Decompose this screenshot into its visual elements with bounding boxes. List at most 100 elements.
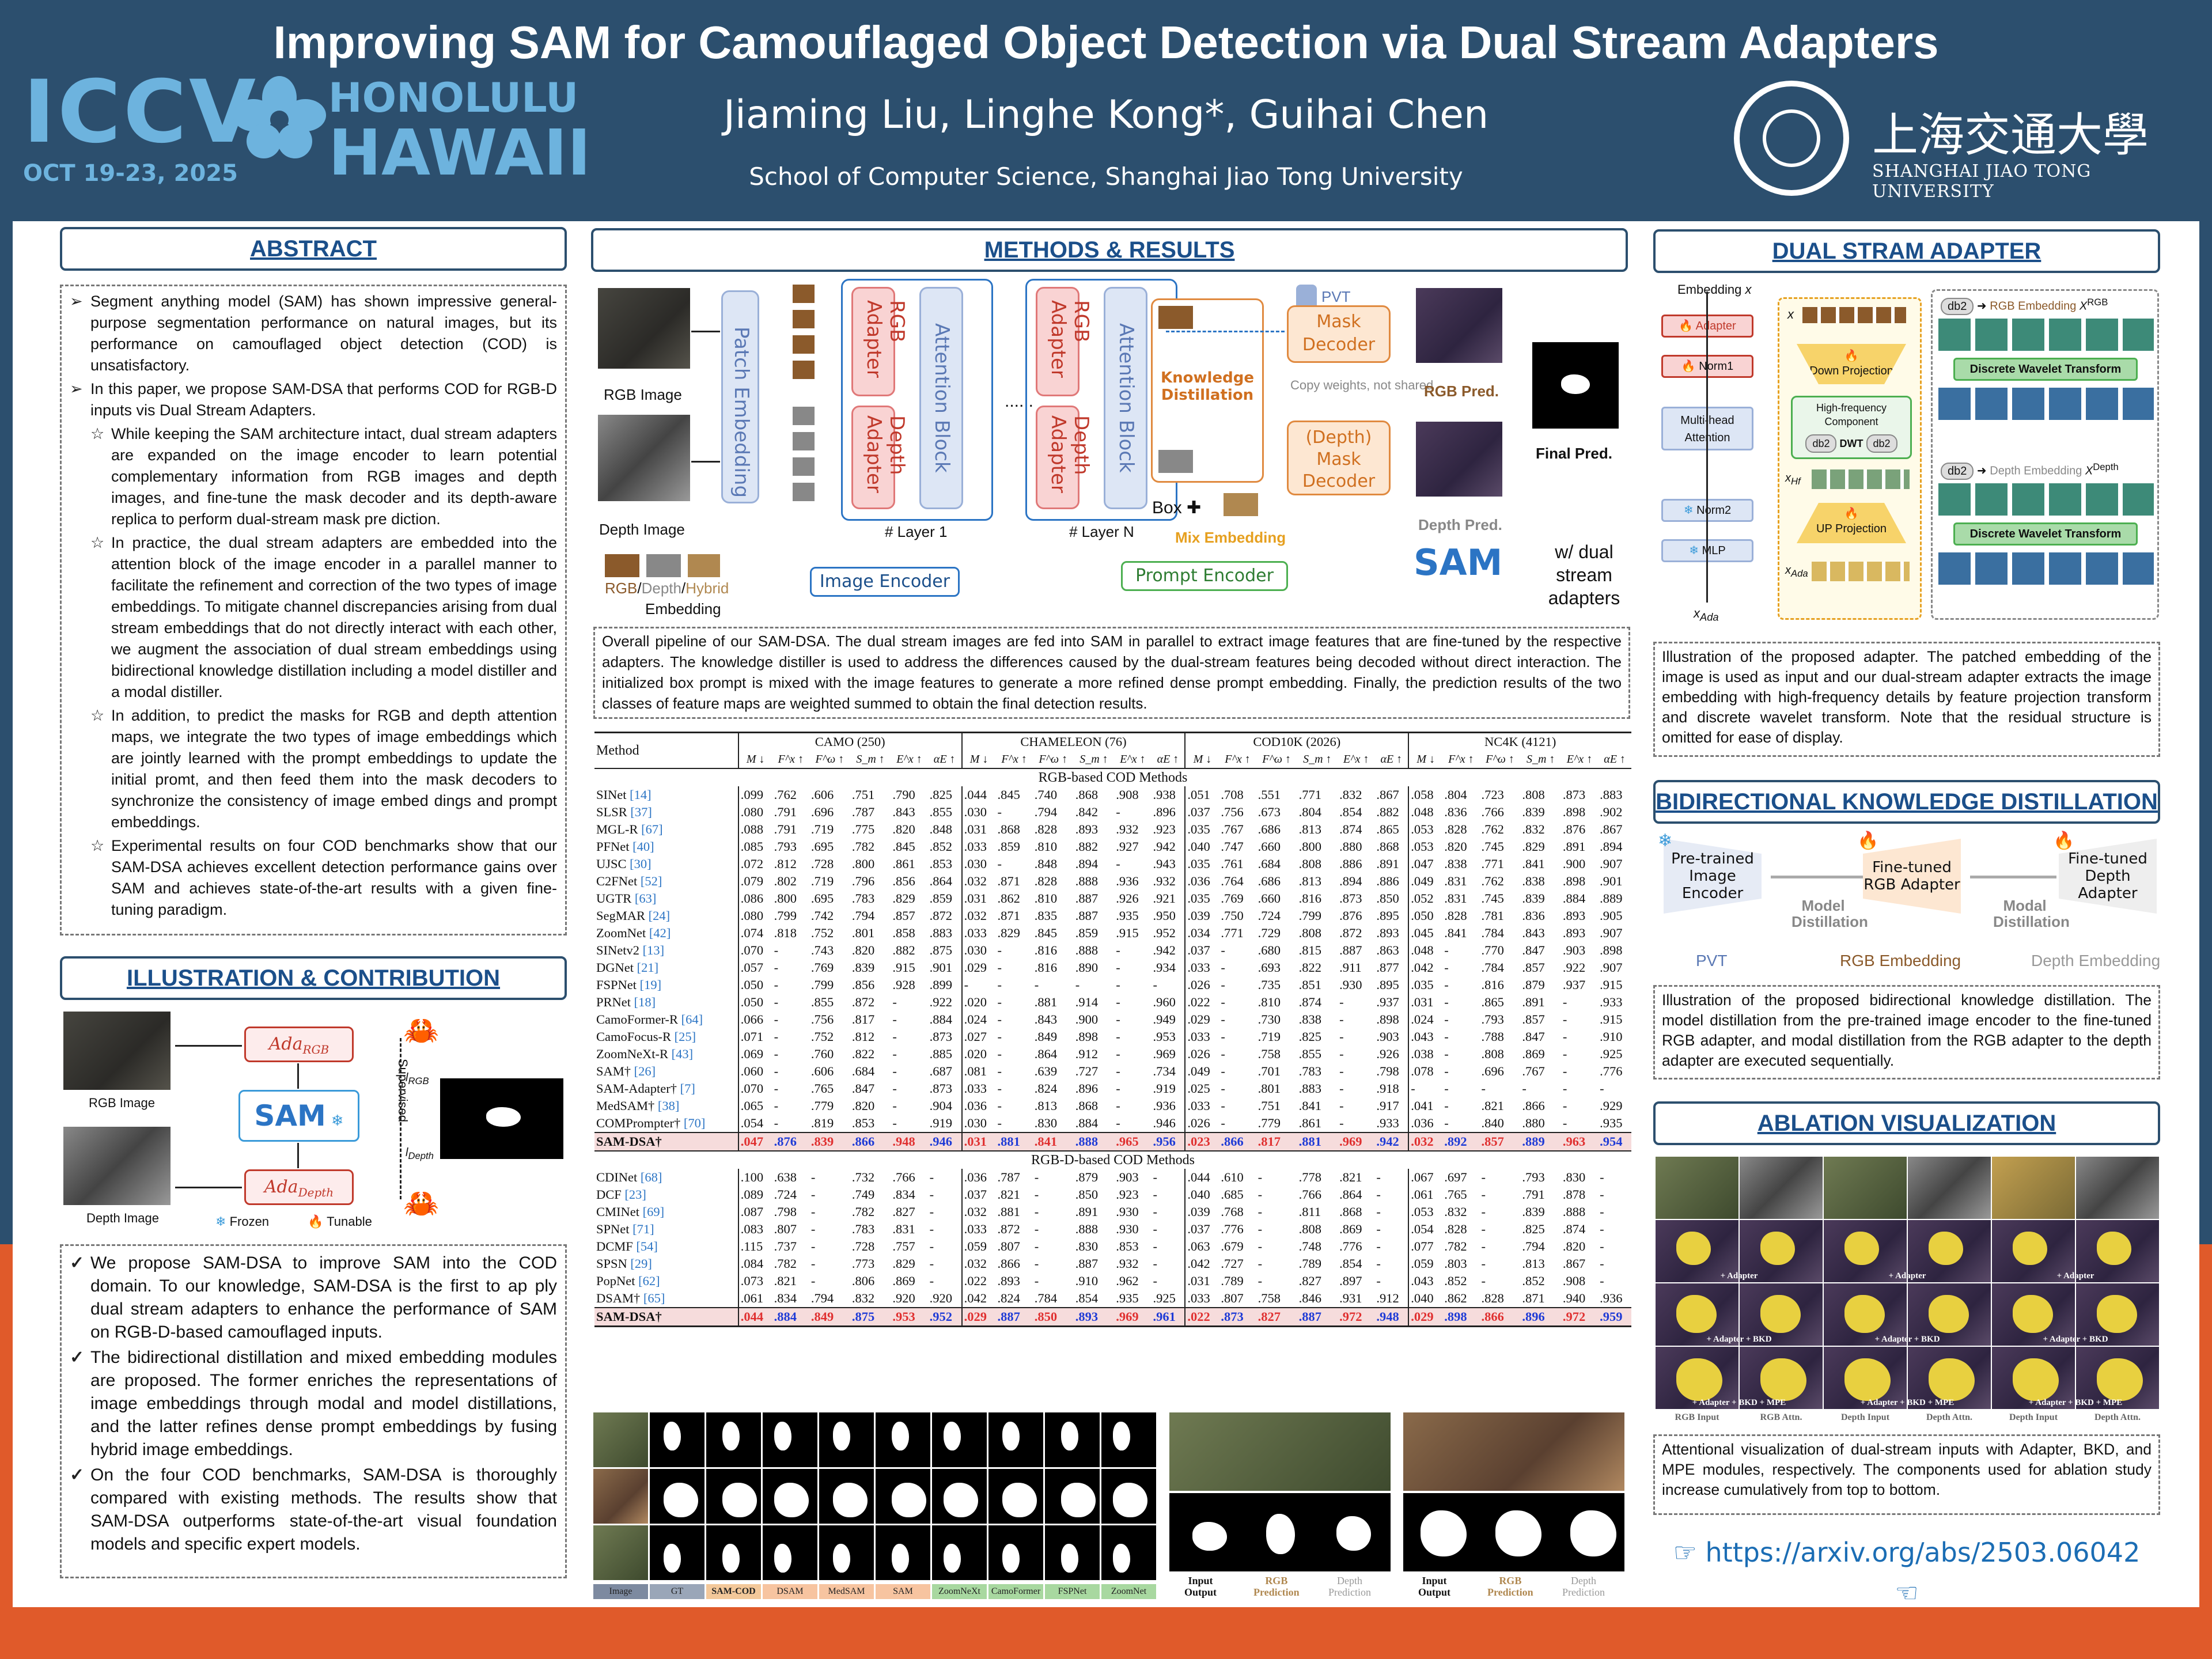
qual-mask-image [932, 1469, 987, 1524]
table-cell: .791 [774, 822, 797, 836]
table-row: SPSN [29] .084.782- .773.829- .032.866- .887… [594, 1255, 1631, 1272]
pipeline-depth-image [598, 415, 690, 501]
table-cell: .896 [1522, 1309, 1545, 1324]
table-cell: .639 [1034, 1064, 1058, 1078]
method-name: CMINet [69] [596, 1205, 665, 1219]
table-row: SAM-DSA† .047.876.839.866.948.946.031.881… [594, 1132, 1631, 1151]
table-cell: .788 [1481, 1029, 1504, 1044]
sam-note: w/ dual stream adapters [1548, 541, 1620, 608]
section-title-methods: METHODS & RESULTS [591, 228, 1628, 272]
table-cell: .899 [929, 978, 952, 992]
table-cell: .841 [1444, 926, 1467, 940]
table-cell: .037 [1184, 804, 1219, 821]
table-cell: .808 [1298, 857, 1321, 871]
table-cell: .779 [810, 1099, 834, 1113]
table-cell: .854 [1075, 1291, 1099, 1305]
table-cell: .883 [1298, 1081, 1321, 1096]
table-cell: - [1481, 1170, 1486, 1184]
mask-shape [944, 1422, 961, 1450]
qual-mask-image [763, 1469, 817, 1524]
table-cell: .033 [961, 925, 996, 942]
crab-icon: 🦀 [403, 1014, 440, 1047]
table-cell: .782 [851, 1205, 875, 1219]
table-cell: .873 [1562, 787, 1586, 802]
table-cell: .747 [1221, 839, 1244, 854]
table-cell: .031 [1408, 994, 1443, 1011]
table-cell: .933 [1600, 995, 1623, 1009]
table-cell: .807 [774, 1222, 797, 1236]
pipeline-rgb-image [598, 288, 690, 369]
rgb-adapter-n-label: RGB Adapter [1047, 300, 1093, 378]
ablation-row-label: + Adapter [1888, 1271, 1926, 1281]
ablation-column-label: Depth Attn. [1926, 1412, 1972, 1422]
table-cell: .876 [774, 1134, 797, 1149]
table-cell: .883 [1600, 787, 1623, 802]
table-cell: .917 [1376, 1099, 1399, 1113]
ablation-row-label: + Adapter + BKD + MPE [2028, 1398, 2123, 1407]
pipeline-caption: Overall pipeline of our SAM-DSA. The dua… [602, 632, 1622, 712]
table-cell: .024 [1408, 1011, 1443, 1028]
qual-mask-image [650, 1525, 704, 1580]
qual-mask-image [819, 1469, 874, 1524]
table-cell: .893 [1562, 926, 1586, 940]
ablation-attention-map [1992, 1283, 2075, 1346]
table-cell: .914 [1075, 995, 1099, 1009]
bkd-pvt-label: PVT [1696, 952, 1728, 969]
arxiv-link[interactable]: ☞ https://arxiv.org/abs/2503.06042 ☜ [1659, 1532, 2154, 1608]
table-cell: .905 [1600, 908, 1623, 923]
table-cell: .865 [1376, 822, 1399, 836]
qual-mask-image [876, 1412, 930, 1467]
table-row: UJSC [30] .072.812.728.800.861.853.030- .8… [594, 855, 1631, 873]
table-cell: - [774, 1099, 779, 1113]
table-cell: - [1600, 1274, 1604, 1288]
table-cell: - [1034, 1222, 1039, 1236]
table-cell: .946 [1153, 1116, 1176, 1130]
table-cell: - [1562, 1047, 1567, 1061]
method-name: FSPNet [19] [596, 978, 662, 992]
knowledge-distillation-label: Knowledge Distillation [1161, 369, 1254, 404]
table-cell: .035 [1408, 976, 1443, 994]
table-cell: .828 [1444, 1222, 1467, 1236]
io-comparison: Input Output RGB Prediction Depth Predictio… [1167, 1410, 1628, 1600]
table-cell: .762 [774, 787, 797, 802]
table-cell: .803 [1444, 1256, 1467, 1271]
final-pred-label: Final Pred. [1536, 445, 1612, 462]
final-mask-thumb [440, 1078, 563, 1159]
table-cell: .883 [929, 926, 952, 940]
table-cell: .845 [1034, 926, 1058, 940]
table-cell: - [892, 1064, 897, 1078]
mask-shape [774, 1483, 809, 1517]
table-cell: - [1116, 943, 1120, 957]
dashed-arrow [1166, 331, 1285, 332]
table-cell: .033 [1184, 959, 1219, 976]
table-cell: .855 [1298, 1047, 1321, 1061]
table-cell: .845 [892, 839, 915, 854]
table-cell: .745 [1481, 839, 1504, 854]
table-cell: - [1116, 995, 1120, 1009]
table-cell: .812 [851, 1029, 875, 1044]
section-title-ablation: ABLATION VISUALIZATION [1653, 1101, 2160, 1145]
table-cell: .910 [1075, 1274, 1099, 1288]
qual-mask-image [932, 1525, 987, 1580]
mask-decoder-block: Mask Decoder [1287, 305, 1391, 363]
table-cell: .963 [1562, 1134, 1586, 1149]
table-cell: .728 [810, 857, 834, 871]
table-cell: .908 [1116, 787, 1139, 802]
table-cell: .039 [1184, 907, 1219, 925]
x-ada-label: xAda [1694, 606, 1719, 623]
table-cell: .880 [1522, 1116, 1545, 1130]
method-name: CamoFormer-R [64] [596, 1012, 703, 1027]
table-cell: .058 [1408, 786, 1443, 804]
qual-mask-image [876, 1469, 930, 1524]
arxiv-url[interactable]: https://arxiv.org/abs/2503.06042 [1705, 1537, 2141, 1568]
crab-icon: 🦀 [403, 1187, 440, 1219]
table-cell: .834 [774, 1291, 797, 1305]
table-cell: .827 [892, 1205, 915, 1219]
mask-shape [664, 1483, 698, 1517]
metric-header: F^ω ↑ [815, 753, 844, 766]
table-cell: .782 [774, 1256, 797, 1271]
ablation-column-label: Depth Input [1840, 1412, 1890, 1422]
snowflake-icon: ❄ [1658, 831, 1673, 850]
table-cell: .040 [1408, 1290, 1443, 1308]
table-cell: .854 [1339, 1256, 1362, 1271]
